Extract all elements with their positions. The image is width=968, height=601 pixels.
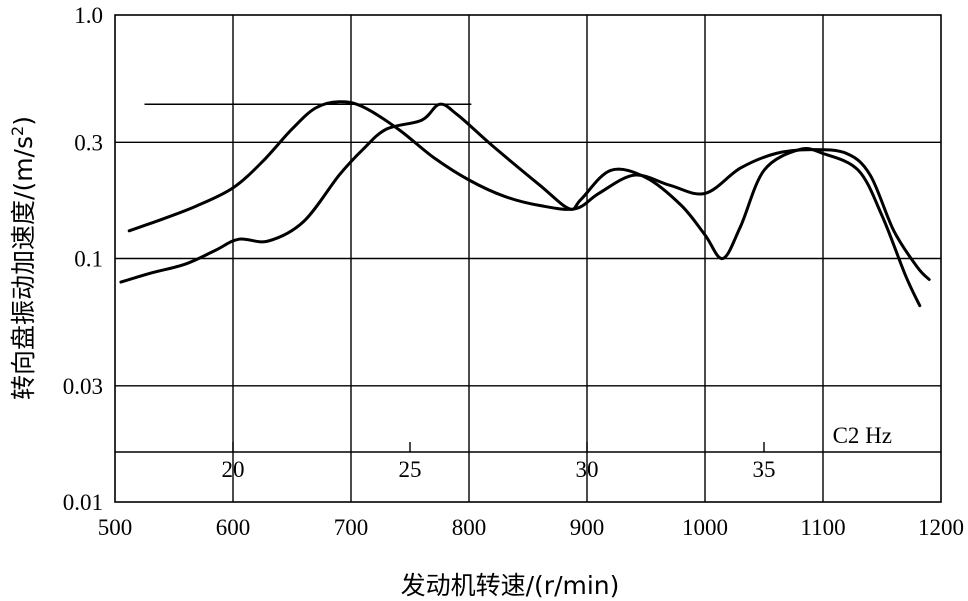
x-tick-label: 500 bbox=[98, 515, 133, 540]
series-line-1 bbox=[127, 100, 931, 281]
secondary-tick-label: 30 bbox=[576, 457, 599, 482]
y-tick-label: 0.1 bbox=[74, 247, 103, 272]
y-tick-label: 0.01 bbox=[63, 490, 103, 515]
x-tick-label: 700 bbox=[334, 515, 369, 540]
x-tick-label: 1000 bbox=[682, 515, 728, 540]
x-tick-label: 1200 bbox=[918, 515, 964, 540]
plot-frame bbox=[114, 14, 942, 503]
y-tick-label: 0.3 bbox=[74, 130, 103, 155]
secondary-axis: 20 25 30 35 C2 Hz bbox=[115, 423, 941, 482]
y-axis-title-close: ) bbox=[9, 116, 38, 126]
series-line-2 bbox=[119, 102, 922, 308]
x-tick-label: 1100 bbox=[800, 515, 845, 540]
y-tick-label: 0.03 bbox=[63, 374, 103, 399]
series-layer bbox=[119, 100, 931, 308]
x-axis-title: 发动机转速/(r/min) bbox=[401, 571, 620, 600]
y-tick-label: 1.0 bbox=[74, 3, 103, 28]
x-tick-label: 900 bbox=[570, 515, 605, 540]
y-axis-title-main: 转向盘振动加速度/(m/s bbox=[9, 136, 38, 400]
y-tick-labels: 0.01 0.03 0.1 0.3 1.0 bbox=[63, 3, 103, 515]
secondary-tick-label: 35 bbox=[753, 457, 776, 482]
x-tick-label: 800 bbox=[452, 515, 487, 540]
secondary-axis-label: C2 Hz bbox=[833, 423, 892, 448]
x-tick-label: 600 bbox=[216, 515, 251, 540]
x-tick-labels: 500 600 700 800 900 1000 1100 1200 bbox=[98, 515, 964, 540]
grid bbox=[115, 15, 941, 502]
y-axis-title: 转向盘振动加速度/(m/s2) bbox=[8, 116, 38, 400]
y-axis-title-sup: 2 bbox=[8, 126, 27, 136]
secondary-tick-label: 20 bbox=[222, 457, 245, 482]
secondary-tick-label: 25 bbox=[399, 457, 422, 482]
